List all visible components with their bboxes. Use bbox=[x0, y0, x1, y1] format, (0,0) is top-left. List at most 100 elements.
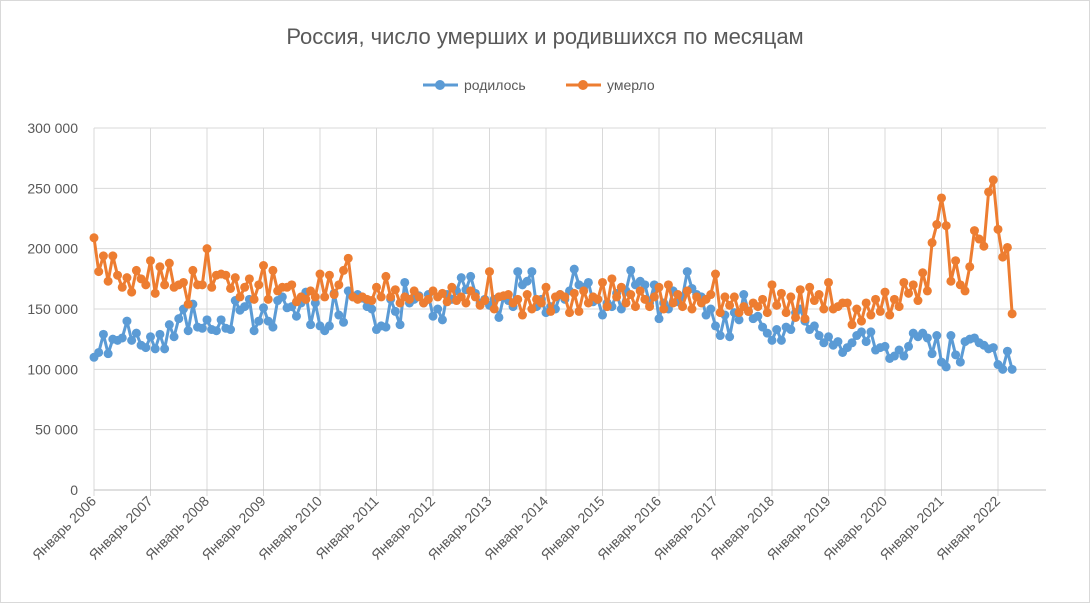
data-point bbox=[753, 302, 763, 312]
data-point bbox=[339, 317, 349, 327]
data-point bbox=[758, 322, 768, 332]
data-point bbox=[706, 304, 716, 314]
data-point bbox=[197, 323, 207, 333]
data-point bbox=[277, 292, 287, 302]
data-point bbox=[984, 187, 994, 197]
data-point bbox=[178, 277, 188, 287]
data-point bbox=[324, 321, 334, 331]
data-point bbox=[541, 282, 551, 292]
data-point bbox=[574, 306, 584, 316]
data-point bbox=[776, 335, 786, 345]
data-point bbox=[955, 280, 965, 290]
data-point bbox=[447, 282, 457, 292]
data-point bbox=[1002, 242, 1012, 252]
data-point bbox=[513, 294, 523, 304]
data-point bbox=[598, 277, 607, 287]
data-point bbox=[480, 296, 490, 306]
data-point bbox=[390, 285, 400, 295]
data-point bbox=[428, 286, 438, 296]
data-point bbox=[866, 327, 876, 337]
data-point bbox=[626, 290, 636, 300]
data-point bbox=[715, 308, 725, 318]
data-point bbox=[654, 282, 664, 292]
data-point bbox=[937, 193, 946, 203]
y-tick-label: 0 bbox=[70, 482, 78, 498]
data-point bbox=[579, 286, 589, 296]
data-point bbox=[517, 310, 527, 320]
data-point bbox=[927, 349, 937, 359]
data-point bbox=[216, 315, 226, 325]
data-point bbox=[880, 287, 890, 297]
data-point bbox=[174, 314, 184, 324]
data-point bbox=[226, 325, 236, 335]
data-point bbox=[739, 290, 749, 300]
data-point bbox=[560, 292, 570, 302]
data-point bbox=[108, 251, 118, 261]
data-point bbox=[141, 343, 151, 353]
data-point bbox=[263, 316, 273, 326]
data-point bbox=[786, 325, 796, 335]
data-point bbox=[254, 280, 264, 290]
data-point bbox=[711, 321, 720, 331]
data-point bbox=[725, 300, 735, 310]
y-axis-ticks: 0 50 000 100 000 150 000 200 000 250 000 300 0… bbox=[27, 120, 78, 498]
data-point bbox=[150, 288, 160, 298]
data-point bbox=[122, 316, 132, 326]
data-point bbox=[310, 292, 320, 302]
data-point bbox=[197, 280, 207, 290]
data-point bbox=[268, 265, 278, 275]
data-point bbox=[951, 350, 961, 360]
data-point bbox=[169, 332, 179, 342]
y-tick-label: 300 000 bbox=[27, 120, 78, 136]
data-point bbox=[861, 298, 871, 308]
series-line bbox=[92, 178, 1014, 327]
data-point bbox=[103, 276, 113, 286]
data-point bbox=[687, 304, 697, 314]
data-point bbox=[136, 274, 146, 284]
data-point bbox=[254, 316, 264, 326]
data-point bbox=[259, 261, 268, 271]
y-tick-label: 250 000 bbox=[27, 180, 78, 196]
data-point bbox=[235, 292, 245, 302]
data-point bbox=[988, 343, 998, 353]
data-point bbox=[913, 296, 923, 306]
data-point bbox=[918, 268, 928, 278]
data-point bbox=[922, 286, 932, 296]
data-point bbox=[259, 303, 268, 313]
legend-marker-births bbox=[435, 80, 445, 90]
data-point bbox=[974, 234, 984, 244]
data-point bbox=[880, 341, 890, 351]
data-point bbox=[527, 304, 537, 314]
data-point bbox=[814, 331, 824, 341]
data-point bbox=[249, 294, 259, 304]
data-point bbox=[94, 347, 104, 357]
data-point bbox=[334, 310, 344, 320]
data-point bbox=[701, 310, 711, 320]
data-point bbox=[164, 258, 174, 268]
data-point bbox=[230, 273, 240, 283]
legend: родилось умерло bbox=[423, 77, 655, 93]
data-point bbox=[569, 264, 579, 274]
data-point bbox=[908, 280, 918, 290]
data-point bbox=[899, 277, 909, 287]
data-point bbox=[889, 351, 899, 361]
data-point bbox=[946, 276, 956, 286]
data-point bbox=[306, 320, 316, 330]
data-point bbox=[183, 326, 193, 336]
data-point bbox=[320, 292, 330, 302]
data-point bbox=[819, 338, 829, 348]
data-point bbox=[503, 290, 513, 300]
data-point bbox=[437, 315, 447, 325]
data-point bbox=[287, 280, 297, 290]
data-point bbox=[630, 302, 640, 312]
data-point bbox=[367, 296, 377, 306]
data-point bbox=[240, 302, 250, 312]
data-point bbox=[583, 298, 593, 308]
data-point bbox=[461, 298, 471, 308]
data-point bbox=[706, 290, 716, 300]
data-point bbox=[833, 337, 843, 347]
data-point bbox=[965, 262, 975, 272]
data-point bbox=[324, 270, 334, 280]
data-point bbox=[522, 276, 532, 286]
data-point bbox=[941, 362, 951, 372]
